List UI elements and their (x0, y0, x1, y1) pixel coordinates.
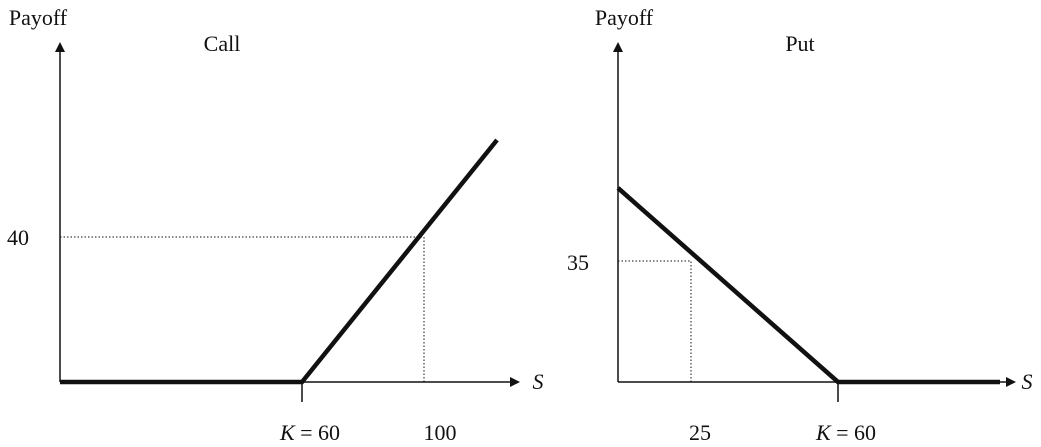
payoff-line (616, 186, 1000, 385)
y-label: Payoff (9, 5, 68, 30)
value: = 60 (300, 420, 340, 445)
guide-line (618, 260, 692, 382)
symbol: K (279, 420, 296, 445)
y-tick-label: 35 (567, 250, 589, 275)
x-label: S (1022, 369, 1033, 394)
y-label: Payoff (595, 5, 654, 30)
call-panel: Payoff Call S 40 K = 60 100 (7, 5, 544, 445)
x-tick-label: K = 60 (815, 420, 876, 445)
y-tick-label: 40 (7, 225, 29, 250)
panel-title: Put (785, 31, 814, 56)
panel-title: Call (204, 31, 241, 56)
put-panel: Payoff Put S 35 25 K = 60 (567, 5, 1033, 445)
x-label: S (533, 369, 544, 394)
x-tick-label: K = 60 (279, 420, 340, 445)
x-tick-label: 25 (689, 420, 711, 445)
payoff-line (60, 138, 499, 385)
value: = 60 (836, 420, 876, 445)
x-tick-label: 100 (424, 420, 457, 445)
guide-line (60, 236, 425, 382)
symbol: K (815, 420, 832, 445)
